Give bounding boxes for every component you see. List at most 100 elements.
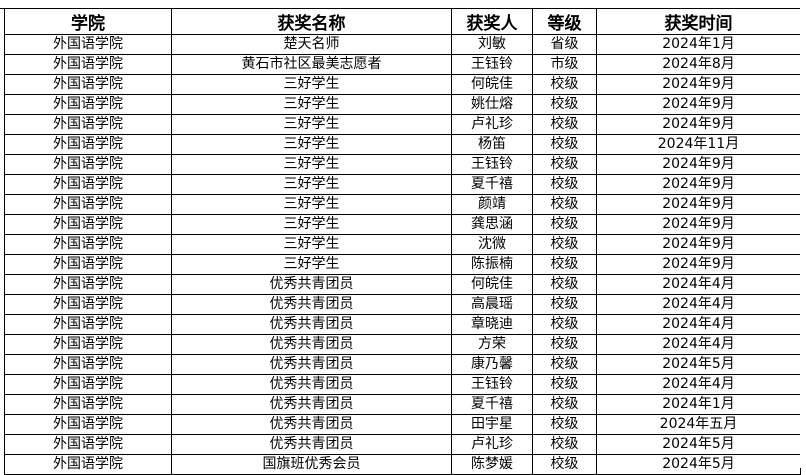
column-header[interactable]: 获奖人 [451, 8, 533, 35]
table-cell[interactable]: 卢礼珍 [451, 114, 533, 135]
table-cell[interactable]: 沈微 [451, 234, 533, 255]
column-header[interactable]: 获奖名称 [171, 8, 452, 35]
table-cell[interactable]: 三好学生 [171, 114, 452, 135]
table-cell[interactable]: 校级 [532, 454, 597, 475]
table-cell[interactable]: 校级 [532, 434, 597, 455]
table-cell[interactable]: 2024年9月 [596, 254, 801, 275]
table-cell[interactable]: 颜靖 [451, 194, 533, 215]
table-cell[interactable]: 2024年9月 [596, 234, 801, 255]
table-cell[interactable]: 校级 [532, 114, 597, 135]
table-cell[interactable]: 三好学生 [171, 134, 452, 155]
table-cell[interactable]: 外国语学院 [4, 194, 172, 215]
table-cell[interactable]: 2024年5月 [596, 354, 801, 375]
table-cell[interactable]: 校级 [532, 194, 597, 215]
column-header[interactable]: 等级 [532, 8, 597, 35]
table-cell[interactable]: 外国语学院 [4, 414, 172, 435]
table-cell[interactable]: 夏千禧 [451, 174, 533, 195]
table-cell[interactable]: 外国语学院 [4, 434, 172, 455]
table-cell[interactable]: 外国语学院 [4, 214, 172, 235]
table-cell[interactable]: 田宇星 [451, 414, 533, 435]
column-header[interactable]: 学院 [4, 8, 172, 35]
table-cell[interactable]: 楚天名师 [171, 34, 452, 55]
table-cell[interactable]: 2024年5月 [596, 434, 801, 455]
table-cell[interactable]: 校级 [532, 334, 597, 355]
table-cell[interactable]: 2024年8月 [596, 54, 801, 75]
table-cell[interactable]: 校级 [532, 394, 597, 415]
table-cell[interactable]: 校级 [532, 254, 597, 275]
table-cell[interactable]: 三好学生 [171, 234, 452, 255]
table-cell[interactable]: 校级 [532, 134, 597, 155]
table-cell[interactable]: 三好学生 [171, 254, 452, 275]
table-cell[interactable]: 校级 [532, 314, 597, 335]
table-cell[interactable]: 2024年9月 [596, 74, 801, 95]
table-cell[interactable]: 三好学生 [171, 74, 452, 95]
table-cell[interactable]: 校级 [532, 214, 597, 235]
table-cell[interactable]: 外国语学院 [4, 314, 172, 335]
table-cell[interactable]: 何皖佳 [451, 74, 533, 95]
table-cell[interactable]: 王钰铃 [451, 374, 533, 395]
table-cell[interactable]: 章晓迪 [451, 314, 533, 335]
table-cell[interactable]: 陈梦媛 [451, 454, 533, 475]
table-cell[interactable]: 外国语学院 [4, 334, 172, 355]
table-cell[interactable]: 2024年1月 [596, 34, 801, 55]
table-cell[interactable]: 优秀共青团员 [171, 394, 452, 415]
table-cell[interactable]: 龚思涵 [451, 214, 533, 235]
table-cell[interactable]: 外国语学院 [4, 94, 172, 115]
table-cell[interactable]: 三好学生 [171, 194, 452, 215]
table-cell[interactable]: 2024年4月 [596, 294, 801, 315]
table-cell[interactable]: 夏千禧 [451, 394, 533, 415]
table-cell[interactable]: 刘敏 [451, 34, 533, 55]
table-cell[interactable]: 省级 [532, 34, 597, 55]
table-cell[interactable]: 校级 [532, 294, 597, 315]
table-cell[interactable]: 2024年9月 [596, 194, 801, 215]
table-cell[interactable]: 校级 [532, 274, 597, 295]
table-cell[interactable]: 优秀共青团员 [171, 274, 452, 295]
table-cell[interactable]: 何皖佳 [451, 274, 533, 295]
table-cell[interactable]: 外国语学院 [4, 34, 172, 55]
table-cell[interactable]: 优秀共青团员 [171, 414, 452, 435]
table-cell[interactable]: 2024年9月 [596, 214, 801, 235]
table-cell[interactable]: 校级 [532, 414, 597, 435]
table-cell[interactable]: 康乃馨 [451, 354, 533, 375]
table-cell[interactable]: 国旗班优秀会员 [171, 454, 452, 475]
column-header[interactable]: 获奖时间 [596, 8, 801, 35]
table-cell[interactable]: 校级 [532, 234, 597, 255]
table-cell[interactable]: 外国语学院 [4, 294, 172, 315]
table-cell[interactable]: 2024年9月 [596, 154, 801, 175]
table-cell[interactable]: 优秀共青团员 [171, 374, 452, 395]
table-cell[interactable]: 方荣 [451, 334, 533, 355]
table-cell[interactable]: 外国语学院 [4, 154, 172, 175]
table-cell[interactable]: 2024年4月 [596, 374, 801, 395]
table-cell[interactable]: 2024年9月 [596, 94, 801, 115]
table-cell[interactable]: 高晨瑶 [451, 294, 533, 315]
table-cell[interactable]: 校级 [532, 174, 597, 195]
table-cell[interactable]: 优秀共青团员 [171, 314, 452, 335]
table-cell[interactable]: 外国语学院 [4, 54, 172, 75]
table-cell[interactable]: 王钰铃 [451, 154, 533, 175]
table-cell[interactable]: 2024年五月 [596, 414, 801, 435]
table-cell[interactable]: 优秀共青团员 [171, 334, 452, 355]
table-cell[interactable]: 校级 [532, 74, 597, 95]
table-cell[interactable]: 外国语学院 [4, 74, 172, 95]
table-cell[interactable]: 三好学生 [171, 94, 452, 115]
table-cell[interactable]: 2024年5月 [596, 454, 801, 475]
table-cell[interactable]: 优秀共青团员 [171, 354, 452, 375]
table-cell[interactable]: 外国语学院 [4, 374, 172, 395]
table-cell[interactable]: 2024年4月 [596, 314, 801, 335]
table-cell[interactable]: 校级 [532, 154, 597, 175]
table-cell[interactable]: 外国语学院 [4, 134, 172, 155]
table-cell[interactable]: 三好学生 [171, 214, 452, 235]
table-cell[interactable]: 校级 [532, 94, 597, 115]
table-cell[interactable]: 黄石市社区最美志愿者 [171, 54, 452, 75]
table-cell[interactable]: 王钰铃 [451, 54, 533, 75]
table-cell[interactable]: 杨笛 [451, 134, 533, 155]
table-cell[interactable]: 外国语学院 [4, 354, 172, 375]
table-cell[interactable]: 外国语学院 [4, 234, 172, 255]
table-cell[interactable]: 外国语学院 [4, 254, 172, 275]
table-cell[interactable]: 外国语学院 [4, 174, 172, 195]
table-cell[interactable]: 外国语学院 [4, 114, 172, 135]
table-cell[interactable]: 2024年11月 [596, 134, 801, 155]
table-cell[interactable]: 外国语学院 [4, 274, 172, 295]
table-cell[interactable]: 2024年1月 [596, 394, 801, 415]
table-cell[interactable]: 2024年9月 [596, 114, 801, 135]
